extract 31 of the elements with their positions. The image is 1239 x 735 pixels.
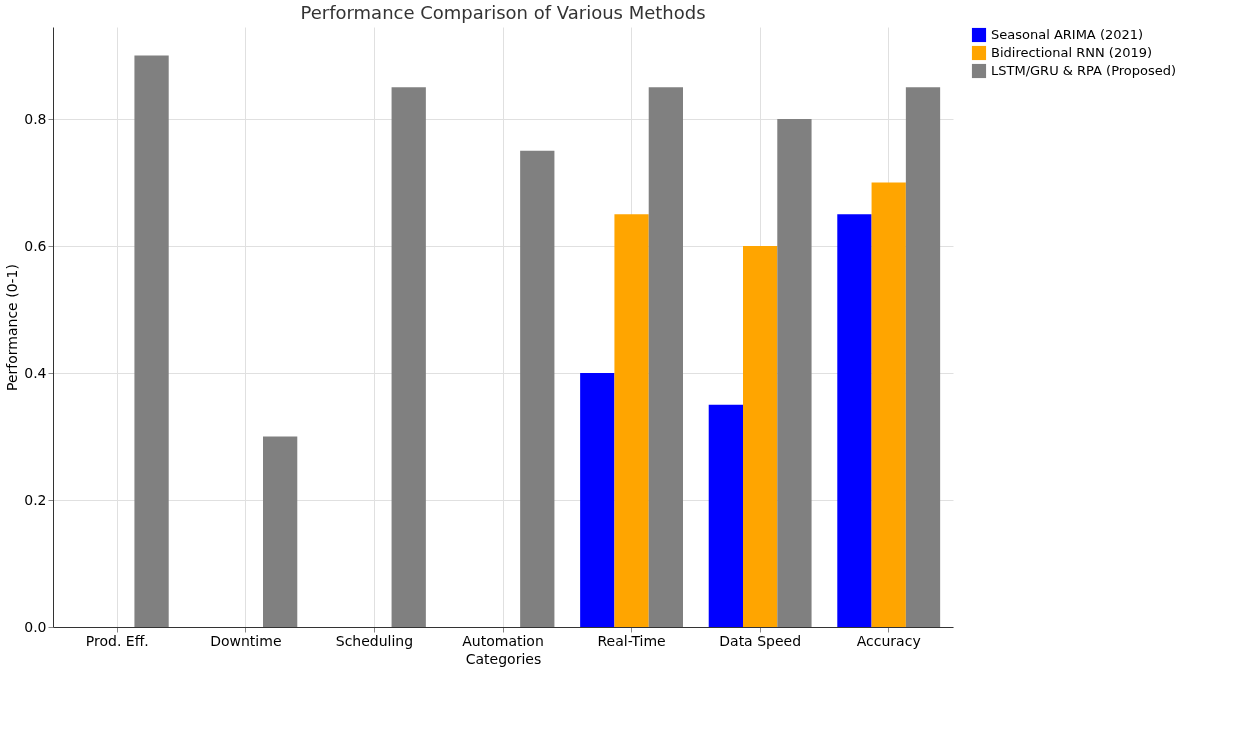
y-tick-label: 0.4: [24, 364, 47, 381]
y-axis-title: Performance (0-1): [4, 264, 21, 391]
y-tick-label: 0.2: [24, 491, 47, 508]
x-tick-label: Downtime: [210, 632, 282, 649]
x-tick-label: Automation: [462, 632, 544, 649]
x-tick-label: Scheduling: [335, 632, 414, 649]
y-tick-label: 0.6: [24, 237, 47, 254]
chart-title: Performance Comparison of Various Methods: [300, 2, 706, 23]
bar: [905, 87, 941, 627]
bar: [391, 87, 426, 627]
x-tick-label: Prod. Eff.: [85, 632, 149, 649]
bar: [263, 436, 298, 627]
legend-label: LSTM/GRU & RPA (Proposed): [991, 63, 1177, 78]
bar: [743, 246, 778, 627]
bar: [648, 87, 683, 627]
legend-label: Bidirectional RNN (2019): [991, 45, 1153, 60]
bar: [777, 119, 812, 627]
bar: [614, 214, 649, 627]
y-tick-label: 0.8: [24, 110, 47, 127]
bar: [708, 404, 743, 627]
bar: [871, 182, 906, 627]
x-tick-label: Real-Time: [597, 632, 666, 649]
x-tick-label: Accuracy: [856, 632, 921, 649]
x-axis-title: Categories: [465, 650, 542, 667]
bar: [520, 150, 555, 627]
bar: [580, 373, 615, 627]
x-tick-label: Data Speed: [719, 632, 802, 649]
y-tick-label: 0.0: [24, 618, 47, 635]
bar: [134, 55, 169, 627]
bar: [837, 214, 872, 627]
legend-label: Seasonal ARIMA (2021): [991, 27, 1144, 42]
